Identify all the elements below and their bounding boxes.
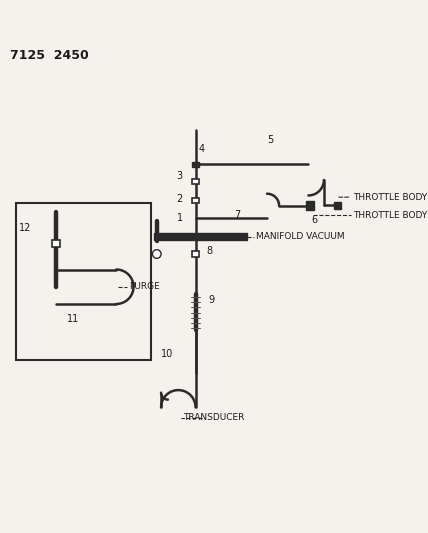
Bar [192, 252, 199, 256]
Text: 7125  2450: 7125 2450 [10, 49, 89, 62]
Text: THROTTLE BODY: THROTTLE BODY [353, 211, 428, 220]
Text: TRANSDUCER: TRANSDUCER [183, 413, 244, 422]
Text: 10: 10 [161, 349, 173, 359]
Circle shape [152, 249, 161, 259]
Bar [334, 203, 341, 209]
Bar [52, 240, 60, 247]
Text: 8: 8 [206, 246, 212, 255]
Text: 5: 5 [267, 135, 273, 146]
Text: 12: 12 [19, 223, 31, 233]
Text: 3: 3 [177, 172, 183, 181]
Text: 9: 9 [208, 295, 214, 305]
Bar [192, 179, 199, 184]
Text: 4: 4 [199, 144, 205, 154]
Bar [154, 233, 247, 240]
Text: PURGE: PURGE [129, 282, 160, 291]
Text: 11: 11 [67, 314, 80, 325]
Text: THROTTLE BODY: THROTTLE BODY [353, 192, 428, 201]
Bar [306, 201, 314, 210]
Text: MANIFOLD VACUUM: MANIFOLD VACUUM [256, 232, 345, 241]
Text: 6: 6 [312, 215, 318, 225]
Bar [15, 203, 151, 360]
Bar [192, 162, 199, 167]
Text: 7: 7 [234, 210, 241, 220]
Text: 1: 1 [177, 213, 183, 223]
Text: 2: 2 [177, 194, 183, 204]
Bar [192, 198, 199, 203]
